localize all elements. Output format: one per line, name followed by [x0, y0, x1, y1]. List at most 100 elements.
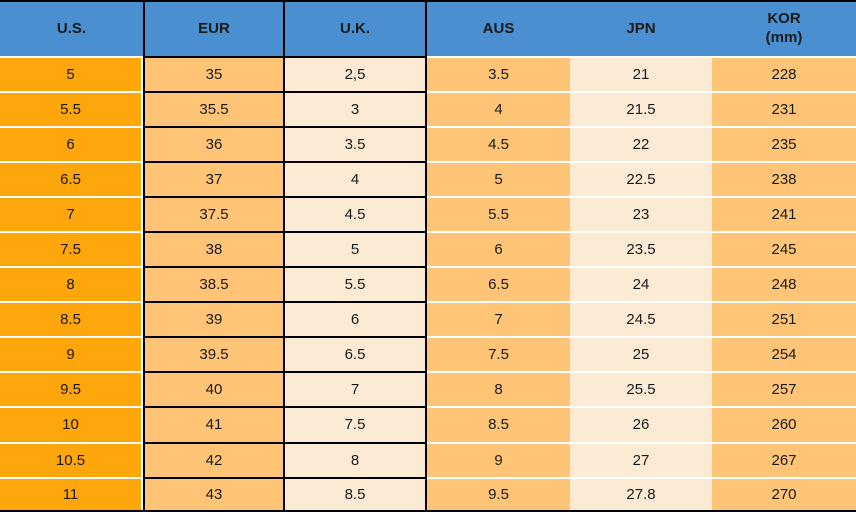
cell-jpn: 22	[570, 128, 712, 164]
table-row: 6 36 3.5 4.5 22 235	[0, 128, 856, 164]
cell-us: 5.5	[0, 93, 143, 129]
cell-eur: 37	[143, 163, 285, 199]
cell-eur: 35.5	[143, 93, 285, 129]
cell-eur: 37.5	[143, 198, 285, 234]
table-header-row: U.S. EUR U.K. AUS JPN KOR (mm)	[0, 2, 856, 58]
cell-jpn: 26	[570, 408, 712, 444]
cell-us: 10.5	[0, 443, 143, 479]
cell-jpn: 25	[570, 338, 712, 374]
table-body: 5 35 2,5 3.5 21 228 5.5 35.5 3 4 21.5 23…	[0, 58, 856, 510]
cell-aus: 8	[427, 373, 570, 409]
cell-uk: 5	[285, 233, 427, 269]
cell-uk: 3.5	[285, 128, 427, 164]
cell-aus: 8.5	[427, 408, 570, 444]
table-row: 7 37.5 4.5 5.5 23 241	[0, 198, 856, 234]
cell-us: 11	[0, 478, 143, 510]
table-row: 10 41 7.5 8.5 26 260	[0, 408, 856, 444]
cell-eur: 39.5	[143, 338, 285, 374]
cell-kor: 238	[712, 163, 856, 199]
cell-uk: 7	[285, 373, 427, 409]
cell-us: 8	[0, 268, 143, 304]
cell-kor: 257	[712, 373, 856, 409]
column-header-kor-line1: KOR	[767, 10, 801, 28]
cell-eur: 38	[143, 233, 285, 269]
column-header-kor: KOR (mm)	[712, 2, 856, 58]
table-row: 9.5 40 7 8 25.5 257	[0, 373, 856, 409]
column-header-kor-line2: (mm)	[765, 29, 803, 46]
cell-aus: 6	[427, 233, 570, 269]
cell-jpn: 24.5	[570, 303, 712, 339]
cell-uk: 8	[285, 443, 427, 479]
table-row: 9 39.5 6.5 7.5 25 254	[0, 338, 856, 374]
cell-jpn: 27.8	[570, 478, 712, 510]
table-row: 7.5 38 5 6 23.5 245	[0, 233, 856, 269]
cell-us: 6	[0, 128, 143, 164]
cell-us: 8.5	[0, 303, 143, 339]
cell-jpn: 25.5	[570, 373, 712, 409]
cell-jpn: 23	[570, 198, 712, 234]
cell-kor: 251	[712, 303, 856, 339]
table-row: 11 43 8.5 9.5 27.8 270	[0, 478, 856, 510]
cell-uk: 6.5	[285, 338, 427, 374]
table-row: 10.5 42 8 9 27 267	[0, 443, 856, 479]
cell-aus: 5	[427, 163, 570, 199]
cell-eur: 36	[143, 128, 285, 164]
cell-kor: 235	[712, 128, 856, 164]
cell-kor: 231	[712, 93, 856, 129]
cell-us: 7.5	[0, 233, 143, 269]
cell-eur: 42	[143, 443, 285, 479]
cell-uk: 2,5	[285, 58, 427, 94]
cell-uk: 7.5	[285, 408, 427, 444]
column-header-jpn: JPN	[570, 2, 712, 58]
cell-kor: 248	[712, 268, 856, 304]
cell-aus: 4.5	[427, 128, 570, 164]
cell-kor: 254	[712, 338, 856, 374]
column-header-aus: AUS	[427, 2, 570, 58]
cell-us: 7	[0, 198, 143, 234]
cell-jpn: 24	[570, 268, 712, 304]
cell-eur: 41	[143, 408, 285, 444]
cell-eur: 38.5	[143, 268, 285, 304]
cell-uk: 6	[285, 303, 427, 339]
table-row: 8 38.5 5.5 6.5 24 248	[0, 268, 856, 304]
column-header-eur: EUR	[143, 2, 285, 58]
cell-aus: 6.5	[427, 268, 570, 304]
cell-jpn: 27	[570, 443, 712, 479]
table-row: 5 35 2,5 3.5 21 228	[0, 58, 856, 94]
cell-us: 9.5	[0, 373, 143, 409]
table-row: 8.5 39 6 7 24.5 251	[0, 303, 856, 339]
cell-uk: 4	[285, 163, 427, 199]
cell-jpn: 21.5	[570, 93, 712, 129]
cell-us: 5	[0, 58, 143, 94]
cell-uk: 4.5	[285, 198, 427, 234]
column-header-us: U.S.	[0, 2, 143, 58]
cell-aus: 9.5	[427, 478, 570, 510]
table-row: 5.5 35.5 3 4 21.5 231	[0, 93, 856, 129]
cell-aus: 7	[427, 303, 570, 339]
cell-jpn: 22.5	[570, 163, 712, 199]
cell-kor: 245	[712, 233, 856, 269]
cell-jpn: 23.5	[570, 233, 712, 269]
cell-eur: 40	[143, 373, 285, 409]
cell-us: 10	[0, 408, 143, 444]
cell-aus: 3.5	[427, 58, 570, 94]
cell-kor: 270	[712, 478, 856, 510]
cell-us: 6.5	[0, 163, 143, 199]
cell-kor: 267	[712, 443, 856, 479]
cell-uk: 3	[285, 93, 427, 129]
cell-kor: 228	[712, 58, 856, 94]
cell-aus: 9	[427, 443, 570, 479]
cell-eur: 43	[143, 478, 285, 510]
cell-uk: 8.5	[285, 478, 427, 510]
cell-uk: 5.5	[285, 268, 427, 304]
cell-aus: 4	[427, 93, 570, 129]
cell-jpn: 21	[570, 58, 712, 94]
cell-aus: 7.5	[427, 338, 570, 374]
table-row: 6.5 37 4 5 22.5 238	[0, 163, 856, 199]
cell-eur: 35	[143, 58, 285, 94]
cell-us: 9	[0, 338, 143, 374]
cell-kor: 241	[712, 198, 856, 234]
cell-eur: 39	[143, 303, 285, 339]
column-header-uk: U.K.	[285, 2, 427, 58]
